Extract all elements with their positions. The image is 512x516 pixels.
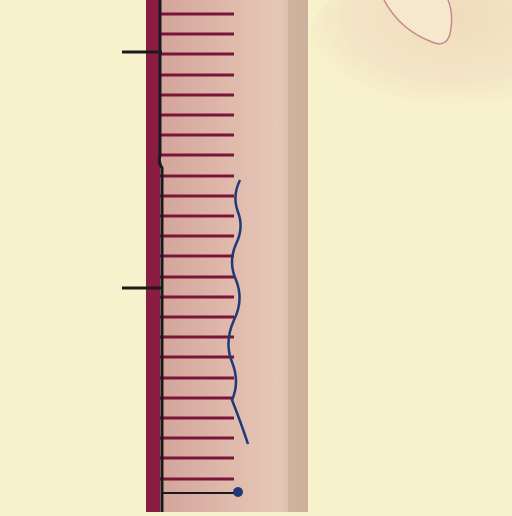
strip-right-edge [288, 0, 308, 512]
spine-line [157, 0, 164, 512]
wavy-line [227, 179, 250, 445]
strip-left-band [146, 0, 160, 512]
circle-dot-icon [233, 487, 243, 497]
blob-tip-outline [383, 0, 453, 45]
rung-group [160, 12, 234, 481]
background-blob [310, 0, 512, 118]
